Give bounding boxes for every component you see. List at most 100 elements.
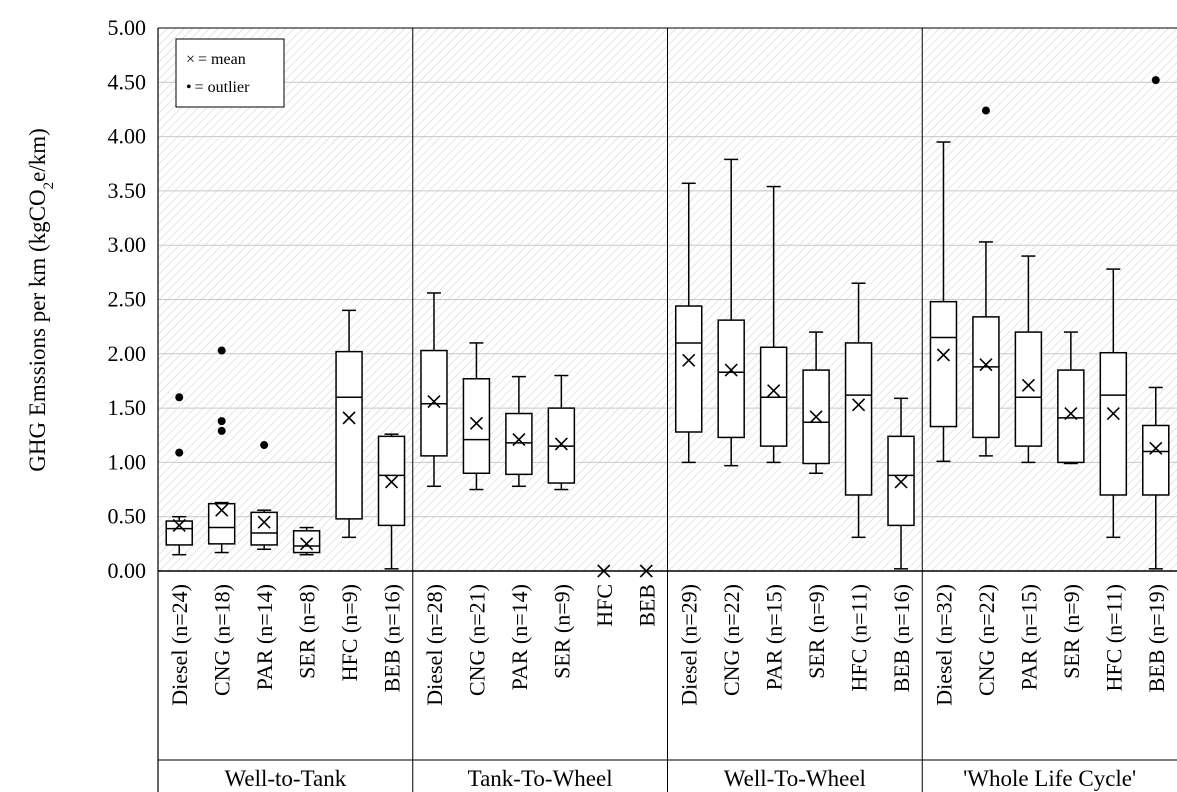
box-item xyxy=(717,158,745,467)
y-tick-label: 5.00 xyxy=(108,15,147,40)
x-category-label: SER (n=9) xyxy=(549,584,574,679)
box-item xyxy=(972,106,1000,457)
box xyxy=(717,319,745,439)
group-label: 'Whole Life Cycle' xyxy=(963,766,1136,791)
mean-marker xyxy=(469,416,484,430)
mean-marker xyxy=(894,475,908,489)
box xyxy=(505,412,533,476)
box xyxy=(972,316,1000,439)
box-item xyxy=(674,182,703,464)
box xyxy=(1099,351,1128,496)
mean-marker xyxy=(809,410,823,424)
x-category-label: PAR (n=14) xyxy=(507,584,532,690)
plot-frame xyxy=(157,27,1177,792)
y-tick-label: 3.00 xyxy=(108,232,147,257)
outlier-point xyxy=(981,106,990,115)
group-label: Well-to-Tank xyxy=(225,766,347,791)
outlier-point xyxy=(217,426,226,435)
box-item xyxy=(335,309,363,539)
x-category-label: PAR (n=15) xyxy=(762,584,787,690)
box-item xyxy=(929,141,958,463)
y-tick-label: 4.50 xyxy=(108,69,147,94)
mean-marker xyxy=(1021,378,1035,392)
x-category-label: SER (n=9) xyxy=(1059,584,1084,679)
x-category-label: Diesel (n=32) xyxy=(931,584,956,706)
box-plot-series xyxy=(165,76,1170,578)
outlier-point xyxy=(217,417,226,426)
y-tick-label: 3.50 xyxy=(108,178,147,203)
mean-marker xyxy=(639,564,653,578)
outlier-point xyxy=(217,346,226,355)
box-item xyxy=(1057,331,1085,465)
y-tick-label: 1.00 xyxy=(108,449,147,474)
box-item xyxy=(420,292,448,488)
box-item xyxy=(1099,268,1128,539)
box xyxy=(929,300,958,428)
box-item xyxy=(292,526,321,556)
mean-marker xyxy=(597,564,611,578)
mean-marker xyxy=(936,348,951,362)
y-tick-label: 2.50 xyxy=(108,287,147,312)
x-category-label: CNG (n=18) xyxy=(210,584,235,696)
y-tick-label: 0.50 xyxy=(108,504,147,529)
x-category-label: BEB (n=16) xyxy=(380,584,405,692)
box xyxy=(674,305,703,433)
box-item xyxy=(165,393,193,556)
x-category-label: SER (n=9) xyxy=(804,584,829,679)
x-category-label: PAR (n=14) xyxy=(252,584,277,690)
x-category-label: CNG (n=22) xyxy=(974,584,999,696)
outlier-point xyxy=(260,441,269,450)
box-item xyxy=(597,564,611,578)
x-category-label: SER (n=8) xyxy=(295,584,320,679)
outlier-point xyxy=(1151,76,1160,85)
y-tick-label: 2.00 xyxy=(108,341,147,366)
y-tick-label: 1.50 xyxy=(108,395,147,420)
mean-marker xyxy=(1149,441,1163,455)
box-item xyxy=(1014,255,1043,464)
box xyxy=(462,378,491,475)
box-item xyxy=(377,433,406,570)
mean-marker xyxy=(172,518,186,532)
legend: × = mean • = outlier xyxy=(175,38,285,108)
outlier-point xyxy=(175,393,184,402)
x-category-label: HFC xyxy=(592,584,617,627)
x-category-label: HFC (n=11) xyxy=(847,584,872,692)
box xyxy=(1057,369,1085,464)
group-label: Tank-To-Wheel xyxy=(468,766,613,791)
group-label: Well-To-Wheel xyxy=(724,766,866,791)
x-category-label: CNG (n=21) xyxy=(464,584,489,696)
x-category-label: Diesel (n=29) xyxy=(677,584,702,706)
y-axis-ticks: 0.00 0.50 1.00 1.50 2.00 2.50 3.00 3.50 4.00 4.50… xyxy=(108,15,147,583)
mean-marker xyxy=(724,363,738,377)
x-category-label: Diesel (n=24) xyxy=(167,584,192,706)
x-category-label: HFC (n=11) xyxy=(1101,584,1126,692)
box-item xyxy=(639,564,653,578)
y-tick-label: 0.00 xyxy=(108,558,147,583)
box xyxy=(207,502,236,545)
x-category-label: BEB (n=16) xyxy=(889,584,914,692)
mean-marker xyxy=(1106,406,1120,421)
mean-marker xyxy=(554,437,568,451)
x-category-label: BEB xyxy=(634,584,659,627)
mean-marker xyxy=(257,515,271,529)
mean-marker xyxy=(682,353,696,367)
box xyxy=(377,435,406,527)
legend-box xyxy=(175,38,285,108)
box xyxy=(292,530,321,554)
box-item xyxy=(759,185,788,464)
box-item xyxy=(1142,76,1170,570)
mean-marker xyxy=(851,398,866,412)
box-item xyxy=(887,397,915,570)
group-labels: Well-to-Tank Tank-To-Wheel Well-To-Wheel 'W… xyxy=(225,766,1137,791)
mean-marker xyxy=(1064,406,1078,421)
x-category-label: BEB (n=19) xyxy=(1144,584,1169,692)
box-item xyxy=(462,342,491,491)
mean-marker xyxy=(384,475,399,489)
x-category-label: HFC (n=9) xyxy=(337,584,362,681)
outlier-point xyxy=(175,448,184,457)
mean-marker xyxy=(767,384,781,398)
box xyxy=(335,350,363,520)
x-category-label: Diesel (n=28) xyxy=(422,584,447,706)
x-axis-category-labels: Diesel (n=24) CNG (n=18) PAR (n=14) SER (n=… xyxy=(167,584,1169,706)
